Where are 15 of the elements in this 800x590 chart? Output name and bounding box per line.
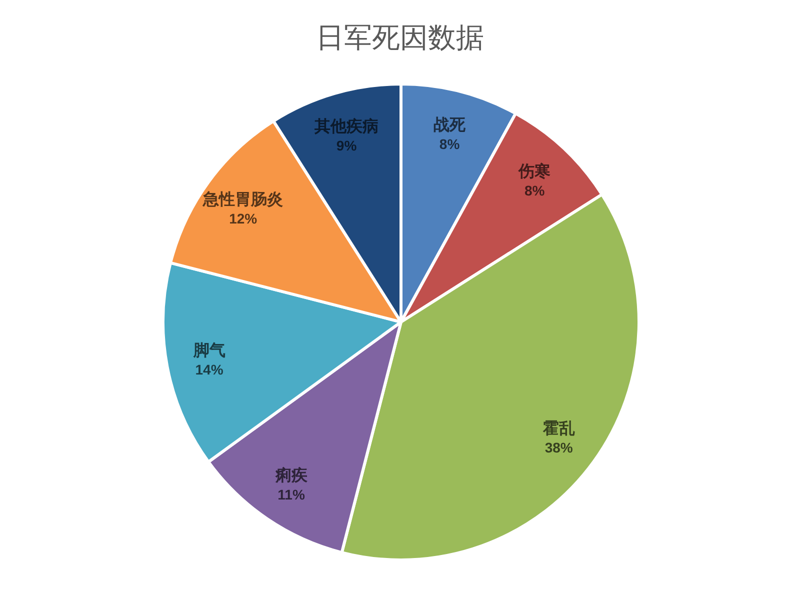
chart-title: 日军死因数据 <box>316 22 484 53</box>
data-label: 12% <box>229 210 258 226</box>
data-label: 9% <box>336 138 358 154</box>
slice-label: 其他疾病 <box>314 118 379 136</box>
data-label: 38% <box>544 440 574 456</box>
slice-label: 战死 <box>434 116 467 134</box>
slice-label: 伤寒 <box>518 162 551 181</box>
slice-label: 霍乱 <box>542 420 575 438</box>
slice-label: 急性胃肠炎 <box>202 190 284 208</box>
data-label: 14% <box>195 362 224 378</box>
data-label: 8% <box>524 182 546 199</box>
slice-label: 脚气 <box>192 342 226 360</box>
data-label: 11% <box>278 486 306 502</box>
slice-label: 痢疾 <box>274 466 308 484</box>
data-label: 8% <box>439 136 460 152</box>
